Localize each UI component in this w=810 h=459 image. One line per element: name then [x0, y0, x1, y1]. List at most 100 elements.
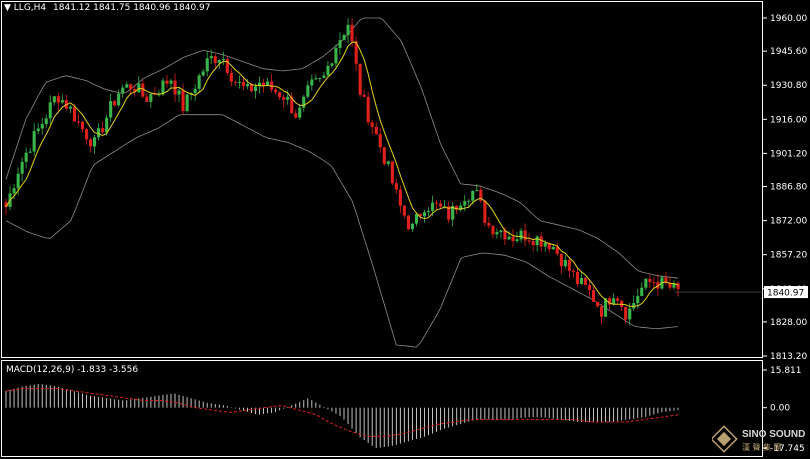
candle-body — [157, 94, 161, 96]
candle-body — [467, 200, 471, 202]
candle-body — [459, 205, 463, 211]
candle-body — [117, 93, 121, 106]
candle-body — [515, 239, 519, 241]
candle-body — [451, 206, 455, 220]
candle-body — [278, 92, 282, 98]
candle-body — [479, 189, 483, 201]
candle-body — [672, 283, 676, 288]
candle-body — [346, 24, 350, 36]
candle-body — [483, 200, 487, 223]
candles-group — [4, 18, 680, 326]
candle-body — [604, 298, 608, 317]
candle-body — [44, 118, 48, 125]
candle-body — [531, 241, 535, 246]
candle-body — [254, 86, 258, 92]
candle-body — [165, 80, 169, 84]
candle-body — [209, 56, 213, 59]
bollinger-upper-band — [5, 17, 679, 279]
candle-body — [286, 96, 290, 100]
candle-body — [495, 232, 499, 235]
candle-body — [523, 230, 527, 241]
ohlc-readout: 1841.12 1841.75 1840.96 1840.97 — [53, 3, 211, 13]
candle-body — [338, 40, 342, 48]
price-axis-label: 1930.80 — [770, 81, 807, 91]
candle-body — [221, 59, 225, 61]
candle-body — [475, 189, 479, 191]
candle-body — [543, 243, 547, 247]
candle-body — [225, 59, 229, 73]
macd-axis-label: 0.00 — [770, 404, 790, 414]
candle-body — [386, 161, 390, 164]
candle-body — [579, 278, 583, 284]
candle-body — [149, 93, 153, 102]
bollinger-lower-band — [5, 114, 679, 348]
price-axis-label: 1960.00 — [770, 14, 807, 24]
candle-body — [177, 90, 181, 95]
candle-body — [600, 306, 604, 317]
candle-body — [282, 97, 286, 100]
candle-body — [298, 107, 302, 118]
candle-body — [306, 85, 310, 97]
candle-body — [185, 94, 189, 111]
candle-body — [563, 260, 567, 267]
candle-body — [350, 24, 354, 42]
chart-menu-triangle-icon[interactable]: ▼ — [4, 3, 11, 13]
candle-body — [676, 283, 680, 290]
price-axis-label: 1916.00 — [770, 115, 807, 125]
candle-body — [547, 243, 551, 250]
candle-body — [559, 253, 563, 267]
candle-body — [197, 75, 201, 89]
candle-body — [109, 101, 113, 118]
candle-body — [519, 230, 523, 240]
candle-body — [644, 278, 648, 288]
candle-body — [503, 230, 507, 240]
candle-body — [596, 301, 600, 307]
candle-body — [12, 188, 16, 194]
candle-body — [213, 56, 217, 63]
candle-body — [406, 215, 410, 230]
candle-body — [394, 183, 398, 190]
price-axis-label: 1813.20 — [770, 352, 807, 362]
candle-body — [229, 73, 233, 82]
candle-body — [628, 308, 632, 320]
candle-body — [555, 247, 559, 254]
candle-body — [402, 205, 406, 216]
macd-label: MACD(12,26,9) -1.833 -3.556 — [6, 365, 139, 375]
candle-body — [322, 75, 326, 78]
candle-body — [32, 131, 36, 152]
last-price-box — [764, 286, 808, 299]
price-axis-label: 1828.00 — [770, 318, 807, 328]
candle-body — [318, 77, 322, 79]
candle-body — [125, 84, 129, 88]
candle-body — [378, 134, 382, 148]
candle-body — [507, 236, 511, 240]
candle-body — [587, 285, 591, 290]
candle-body — [527, 240, 531, 242]
candle-body — [370, 122, 374, 127]
price-axis-label: 1901.20 — [770, 149, 807, 159]
candle-body — [245, 84, 249, 87]
candle-body — [354, 41, 358, 64]
candle-body — [612, 298, 616, 305]
candle-body — [431, 202, 435, 211]
candle-body — [56, 96, 60, 103]
candle-body — [93, 137, 97, 147]
candle-body — [60, 100, 64, 103]
candle-body — [487, 222, 491, 226]
candle-body — [52, 96, 56, 103]
candle-body — [624, 307, 628, 320]
candle-body — [89, 139, 93, 147]
candle-body — [241, 81, 245, 87]
candle-body — [326, 65, 330, 76]
candle-body — [491, 225, 495, 235]
symbol-label: LLG,H4 — [13, 3, 47, 13]
candle-body — [76, 121, 80, 123]
candle-body — [274, 89, 278, 93]
macd-signal-line — [5, 388, 679, 437]
moving-average-line — [5, 41, 679, 307]
candle-body — [266, 81, 270, 86]
candle-body — [262, 82, 266, 86]
candle-body — [48, 102, 52, 119]
candle-body — [249, 84, 253, 92]
